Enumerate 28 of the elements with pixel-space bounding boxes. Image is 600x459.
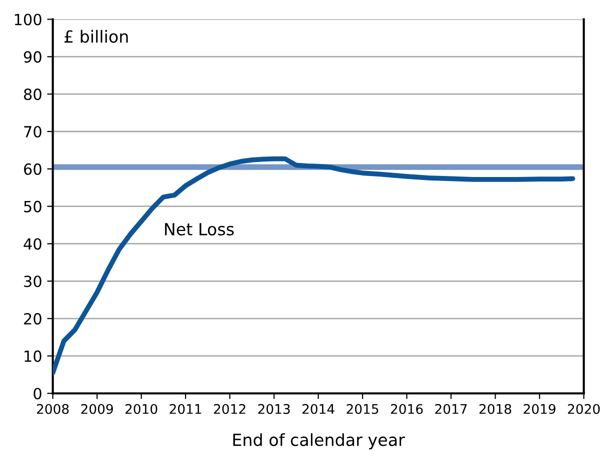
- y-tick-label: 20: [24, 313, 42, 325]
- x-tick-label: 2017: [435, 404, 467, 414]
- x-tick-label: 2008: [36, 404, 69, 414]
- y-tick-label: 10: [24, 350, 42, 362]
- x-tick-label: 2011: [170, 404, 202, 414]
- x-tick-label: 2018: [479, 404, 512, 414]
- y-tick-label: 40: [24, 238, 42, 250]
- x-tick-label: 2013: [258, 404, 290, 414]
- y-tick-label: 80: [24, 88, 42, 100]
- y-tick-label: 90: [24, 51, 42, 63]
- y-tick-label: 100: [14, 14, 42, 26]
- series-label: Net Loss: [165, 223, 234, 236]
- y-tick-label: 70: [24, 126, 42, 138]
- x-tick-label: 2019: [524, 404, 556, 414]
- x-axis-title: End of calendar year: [233, 433, 405, 450]
- x-tick-label: 2015: [346, 404, 378, 414]
- y-tick-label: 30: [24, 276, 42, 288]
- y-tick-label: 60: [24, 163, 42, 175]
- line-series: [52, 156, 576, 376]
- x-tick-label: 2016: [390, 404, 423, 414]
- x-tick-label: 2009: [81, 404, 113, 414]
- y-axis-title: £ billion: [64, 30, 128, 43]
- x-tick-label: 2010: [125, 404, 158, 414]
- x-tick-label: 2012: [214, 404, 246, 414]
- y-tick-label: 50: [24, 200, 42, 212]
- x-tick-label: 2020: [568, 404, 600, 414]
- y-tick-label: 0: [34, 388, 42, 400]
- x-tick-label: 2014: [302, 404, 334, 414]
